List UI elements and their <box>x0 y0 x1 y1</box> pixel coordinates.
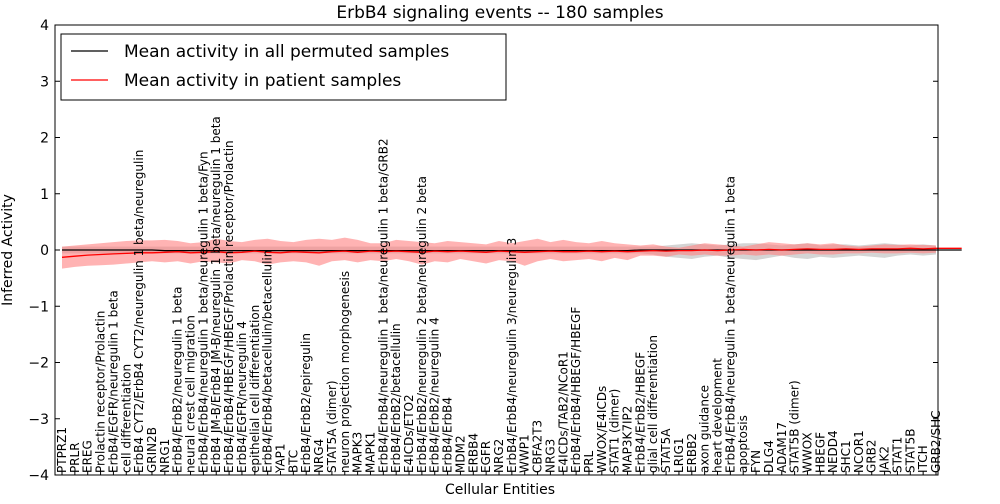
category-label: EREG <box>81 440 95 473</box>
patient-spread-band <box>62 237 936 269</box>
category-label: JAK2 <box>878 446 892 474</box>
category-label: PTPRZ1 <box>55 427 69 473</box>
category-label: WWP1 <box>518 434 532 473</box>
category-label: ERBB2 <box>685 433 699 473</box>
category-label: epithelial cell differentiation <box>248 305 262 473</box>
category-label: ErbB4/ErbB4 <box>441 397 455 473</box>
category-label: STAT5B (dimer) <box>788 380 802 473</box>
category-label: E4ICDs/TAB2/NCoR1 <box>556 351 570 473</box>
category-label: WWOX/E4ICDs <box>595 386 609 473</box>
category-label: NRG3 <box>543 439 557 473</box>
y-tick-label: 0 <box>40 243 49 259</box>
category-label: STAT5A <box>659 428 673 473</box>
category-label: GRIN2B <box>145 427 159 473</box>
category-label: GRB2 <box>865 439 879 473</box>
category-label: STAT1 <box>890 437 904 473</box>
category-label: MAPK1 <box>364 432 378 473</box>
category-label: ErbB4 CYT2/ErbB4 CYT2/neuregulin 1 beta/… <box>132 150 146 473</box>
category-label: ErbB4/ErbB4/neuregulin 3/neuregulin 3 <box>505 238 519 473</box>
category-label: MDM2 <box>453 435 467 473</box>
legend-box <box>60 33 507 101</box>
category-label: NRG2 <box>492 439 506 473</box>
category-label: ErbB4/ErbB2/HBEGF <box>633 352 647 473</box>
plot-frame <box>54 24 939 476</box>
category-label: glial cell differentiation <box>646 335 660 473</box>
category-label: YAP1 <box>274 444 288 474</box>
category-label: heart development <box>711 358 725 473</box>
category-label: ErbB4/ErbB2/neuregulin 1 beta <box>171 286 185 473</box>
series-layer <box>61 247 962 258</box>
category-label: ERBB4 <box>466 433 480 473</box>
category-label: GRB2/SHC <box>929 410 943 473</box>
category-label: ErbB4 JM-B/ErbB4 JM-B/neuregulin 1 beta/… <box>209 116 223 473</box>
category-label: ErbB4/ErbB4/neuregulin 1 beta/neuregulin… <box>376 138 390 473</box>
category-label: Prolactin receptor/Prolactin <box>94 311 108 473</box>
category-label: STAT5B <box>903 429 917 474</box>
legend: Mean activity in all permuted samples Me… <box>60 33 507 101</box>
y-ticks: 4 3 2 1 0 −1 −2 −3 −4 <box>28 18 938 484</box>
permuted-mean-line <box>62 249 962 252</box>
category-label: SHC1 <box>839 440 853 473</box>
patient-mean-line <box>61 247 962 258</box>
category-label: NEDD4 <box>826 430 840 473</box>
category-label: ErbB4/ErbB2/neuregulin 4 <box>428 317 442 473</box>
category-label: STAT1 (dimer) <box>608 389 622 473</box>
category-label: cell differentiation <box>119 364 133 473</box>
category-label: HBEGF <box>813 432 827 473</box>
chart-title: ErbB4 signaling events -- 180 samples <box>336 3 663 23</box>
legend-label-permuted: Mean activity in all permuted samples <box>124 42 449 62</box>
y-tick-label: 4 <box>40 18 49 34</box>
y-tick-label: −2 <box>28 356 49 372</box>
category-label: ErbB4/ErbB2/epiregulin <box>299 333 313 473</box>
category-label: ErbB4/ErbB4/HBEGF/HBEGF/Prolactin recept… <box>222 140 236 473</box>
y-tick-label: −1 <box>28 299 49 315</box>
category-label: ErbB4/ErbB4/neuregulin 1 beta/neuregulin… <box>196 151 210 473</box>
category-label: LRIG1 <box>672 437 686 473</box>
category-label: PRL <box>582 450 596 473</box>
category-label: DLG4 <box>762 440 776 473</box>
category-label: STAT5A (dimer) <box>325 380 339 473</box>
y-tick-label: 3 <box>40 74 49 90</box>
category-label: ITCH <box>916 445 930 473</box>
y-tick-label: 2 <box>40 131 49 147</box>
y-tick-label: −3 <box>28 412 49 428</box>
category-label: E4ICDs/ETO2 <box>402 394 416 473</box>
category-label: NRG4 <box>312 439 326 473</box>
category-label: FYN <box>749 450 763 473</box>
category-label: BTC <box>286 450 300 473</box>
y-axis-label: Inferred Activity <box>0 194 16 306</box>
category-label: ErbB4/EGFR/neuregulin 1 beta <box>106 290 120 473</box>
category-label: ErbB4/ErbB2/neuregulin 2 beta/neuregulin… <box>415 176 429 473</box>
category-label: ErbB4/ErbB4/betacellulin/betacellulin <box>261 250 275 473</box>
category-label: neural crest cell migration <box>184 315 198 473</box>
category-label: apoptosis <box>736 415 750 473</box>
category-label: ErbB4/ErbB2/betacellulin <box>389 323 403 473</box>
legend-label-patient: Mean activity in patient samples <box>124 71 401 91</box>
category-label: ADAM17 <box>775 422 789 473</box>
y-tick-label: −4 <box>28 468 49 484</box>
x-axis-label: Cellular Entities <box>445 482 555 498</box>
category-label: ErbB4/ErbB4/HBEGF/HBEGF <box>569 307 583 473</box>
category-label: EGFR <box>479 441 493 473</box>
category-label: CBFA2T3 <box>531 420 545 473</box>
category-label: axon guidance <box>698 385 712 473</box>
category-label: neuron projection morphogenesis <box>338 271 352 473</box>
category-label: ErbB4/EGFR/neuregulin 4 <box>235 321 249 473</box>
category-label: NCOR1 <box>852 430 866 473</box>
category-label: MAPK3 <box>351 432 365 473</box>
category-label: WWOX <box>801 432 815 473</box>
category-label: MAP3K7IP2 <box>621 406 635 473</box>
category-label: ErbB4/ErbB4/neuregulin 1 beta/neuregulin… <box>723 176 737 473</box>
y-tick-label: 1 <box>40 187 49 203</box>
category-label: PRLR <box>68 442 82 473</box>
category-label: NRG1 <box>158 439 172 473</box>
